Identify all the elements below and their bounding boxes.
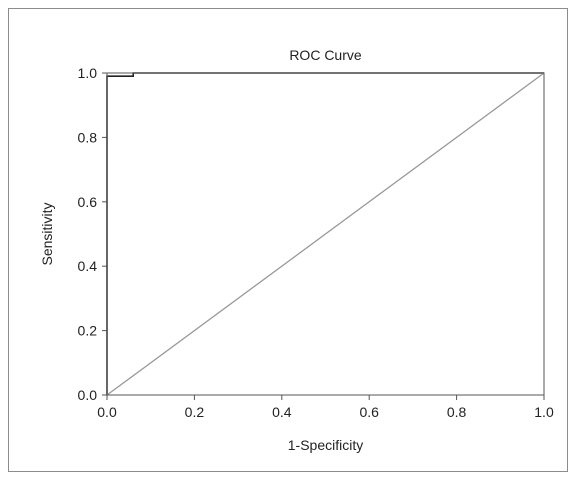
x-axis-label: 1-Specificity <box>288 437 363 453</box>
reference-diagonal-line <box>106 72 545 396</box>
y-axis-label: Sensitivity <box>39 202 55 265</box>
x-tick-label: 0.6 <box>359 404 379 420</box>
x-tick-label: 0.4 <box>272 404 292 420</box>
chart-title: ROC Curve <box>289 47 362 63</box>
x-tick-label: 0.0 <box>97 404 117 420</box>
y-axis-ticks: 0.0 0.2 0.4 0.6 0.8 1.0 <box>78 65 107 403</box>
x-axis-ticks: 0.0 0.2 0.4 0.6 0.8 1.0 <box>97 395 554 420</box>
plot-area <box>106 72 545 396</box>
x-tick-label: 1.0 <box>534 404 554 420</box>
y-tick-label: 0.4 <box>78 258 98 274</box>
y-tick-label: 1.0 <box>78 65 98 81</box>
y-tick-label: 0.2 <box>78 323 98 339</box>
x-tick-label: 0.2 <box>185 404 205 420</box>
chart-lines <box>106 72 545 396</box>
y-tick-label: 0.6 <box>78 194 98 210</box>
x-tick-label: 0.8 <box>447 404 467 420</box>
y-tick-label: 0.8 <box>78 129 98 145</box>
y-tick-label: 0.0 <box>78 387 98 403</box>
